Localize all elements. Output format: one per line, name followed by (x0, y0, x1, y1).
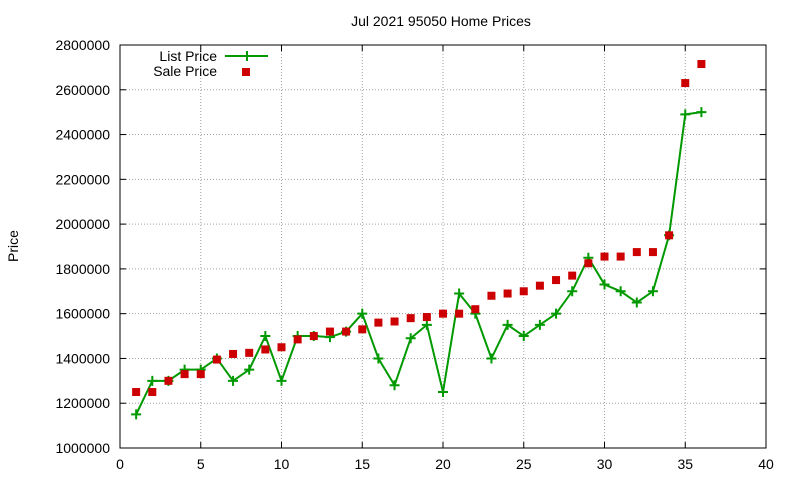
sale-price-point (568, 271, 577, 280)
x-tick-label: 25 (516, 456, 532, 472)
y-axis-label: Price (5, 230, 21, 262)
list-price-point (599, 279, 610, 290)
y-tick-label: 2600000 (55, 82, 110, 98)
legend-entry-list-price: List Price (159, 48, 268, 64)
sale-price-point (132, 388, 141, 397)
list-price-point (615, 286, 626, 297)
sale-price-point (342, 327, 351, 336)
sale-price-point (487, 291, 496, 300)
sale-price-point (584, 259, 593, 268)
sale-price-point (439, 309, 447, 318)
list-price-point (631, 297, 642, 308)
list-price-point (438, 387, 448, 398)
axis-ticks: 0 5 10 15 20 25 30 35 40 1000000 1200000 1400000 160… (55, 37, 774, 472)
sale-price-point (164, 376, 173, 385)
x-tick-label: 30 (597, 456, 613, 472)
x-tick-label: 0 (116, 456, 124, 472)
sale-price-point (390, 317, 399, 326)
legend-entry-sale-price: Sale Price (153, 63, 250, 79)
sale-price-point (519, 287, 528, 296)
sale-price-point (277, 343, 286, 352)
sale-price-point (406, 314, 415, 323)
sale-price-point (261, 345, 270, 354)
sale-price-point (358, 325, 367, 334)
list-price-point (276, 375, 287, 386)
y-tick-label: 2400000 (55, 127, 110, 143)
list-price-point (357, 308, 368, 319)
sale-price-point (471, 305, 480, 314)
x-tick-label: 10 (274, 456, 290, 472)
series-list-price (131, 107, 707, 420)
list-price-point (647, 286, 658, 297)
grid (120, 45, 766, 448)
x-tick-label: 40 (758, 456, 774, 472)
list-price-point (147, 375, 158, 386)
sale-price-point (632, 248, 641, 257)
sale-price-point (503, 289, 512, 298)
list-price-point (131, 409, 142, 420)
sale-price-point (212, 355, 221, 364)
y-tick-label: 1800000 (55, 261, 110, 277)
y-tick-label: 1000000 (55, 440, 110, 456)
list-price-point (518, 331, 529, 342)
legend: List Price Sale Price (153, 48, 268, 79)
legend-marker-sale-price (242, 68, 250, 76)
sale-price-point (374, 318, 383, 327)
sale-price-point (229, 349, 238, 358)
list-price-point (486, 353, 497, 364)
list-price-point (421, 319, 432, 330)
list-price-point (260, 331, 271, 342)
list-price-point (405, 333, 416, 344)
legend-marker-list-price (242, 51, 252, 61)
chart-title: Jul 2021 95050 Home Prices (351, 13, 531, 29)
list-price-point (680, 109, 691, 120)
list-price-point (454, 288, 465, 299)
list-price-point (551, 308, 562, 319)
sale-price-point (697, 60, 706, 69)
y-tick-label: 2000000 (55, 216, 110, 232)
sale-price-point (552, 276, 561, 285)
list-price-point (696, 107, 707, 118)
sale-price-point (180, 370, 189, 379)
y-tick-label: 1600000 (55, 306, 110, 322)
list-price-point (373, 353, 384, 364)
legend-label-sale-price: Sale Price (153, 63, 217, 79)
sale-price-point (309, 332, 318, 341)
y-tick-label: 2200000 (55, 171, 110, 187)
x-tick-label: 15 (354, 456, 370, 472)
sale-price-point (455, 309, 464, 318)
sale-price-point (422, 313, 431, 322)
series-sale-price (132, 60, 706, 397)
list-price-point (228, 375, 239, 386)
list-price-point (567, 286, 578, 297)
list-price-point (244, 364, 255, 375)
list-price-point (389, 380, 400, 391)
sale-price-point (648, 248, 657, 257)
y-tick-label: 2800000 (55, 37, 110, 53)
sale-price-point (681, 79, 690, 88)
list-price-line (135, 111, 702, 415)
sale-price-point (535, 281, 544, 290)
series (131, 60, 707, 420)
legend-label-list-price: List Price (159, 48, 217, 64)
sale-price-point (293, 335, 302, 344)
sale-price-point (245, 348, 254, 357)
sale-price-point (616, 252, 625, 261)
sale-price-point (665, 231, 674, 240)
x-tick-label: 5 (197, 456, 205, 472)
sale-price-point (325, 327, 334, 336)
list-price-point (534, 319, 545, 330)
x-tick-label: 20 (435, 456, 451, 472)
x-tick-label: 35 (677, 456, 693, 472)
y-tick-label: 1400000 (55, 350, 110, 366)
sale-price-point (196, 370, 205, 379)
sale-price-point (148, 388, 157, 397)
list-price-point (502, 319, 513, 330)
sale-price-point (600, 252, 609, 261)
y-tick-label: 1200000 (55, 395, 110, 411)
